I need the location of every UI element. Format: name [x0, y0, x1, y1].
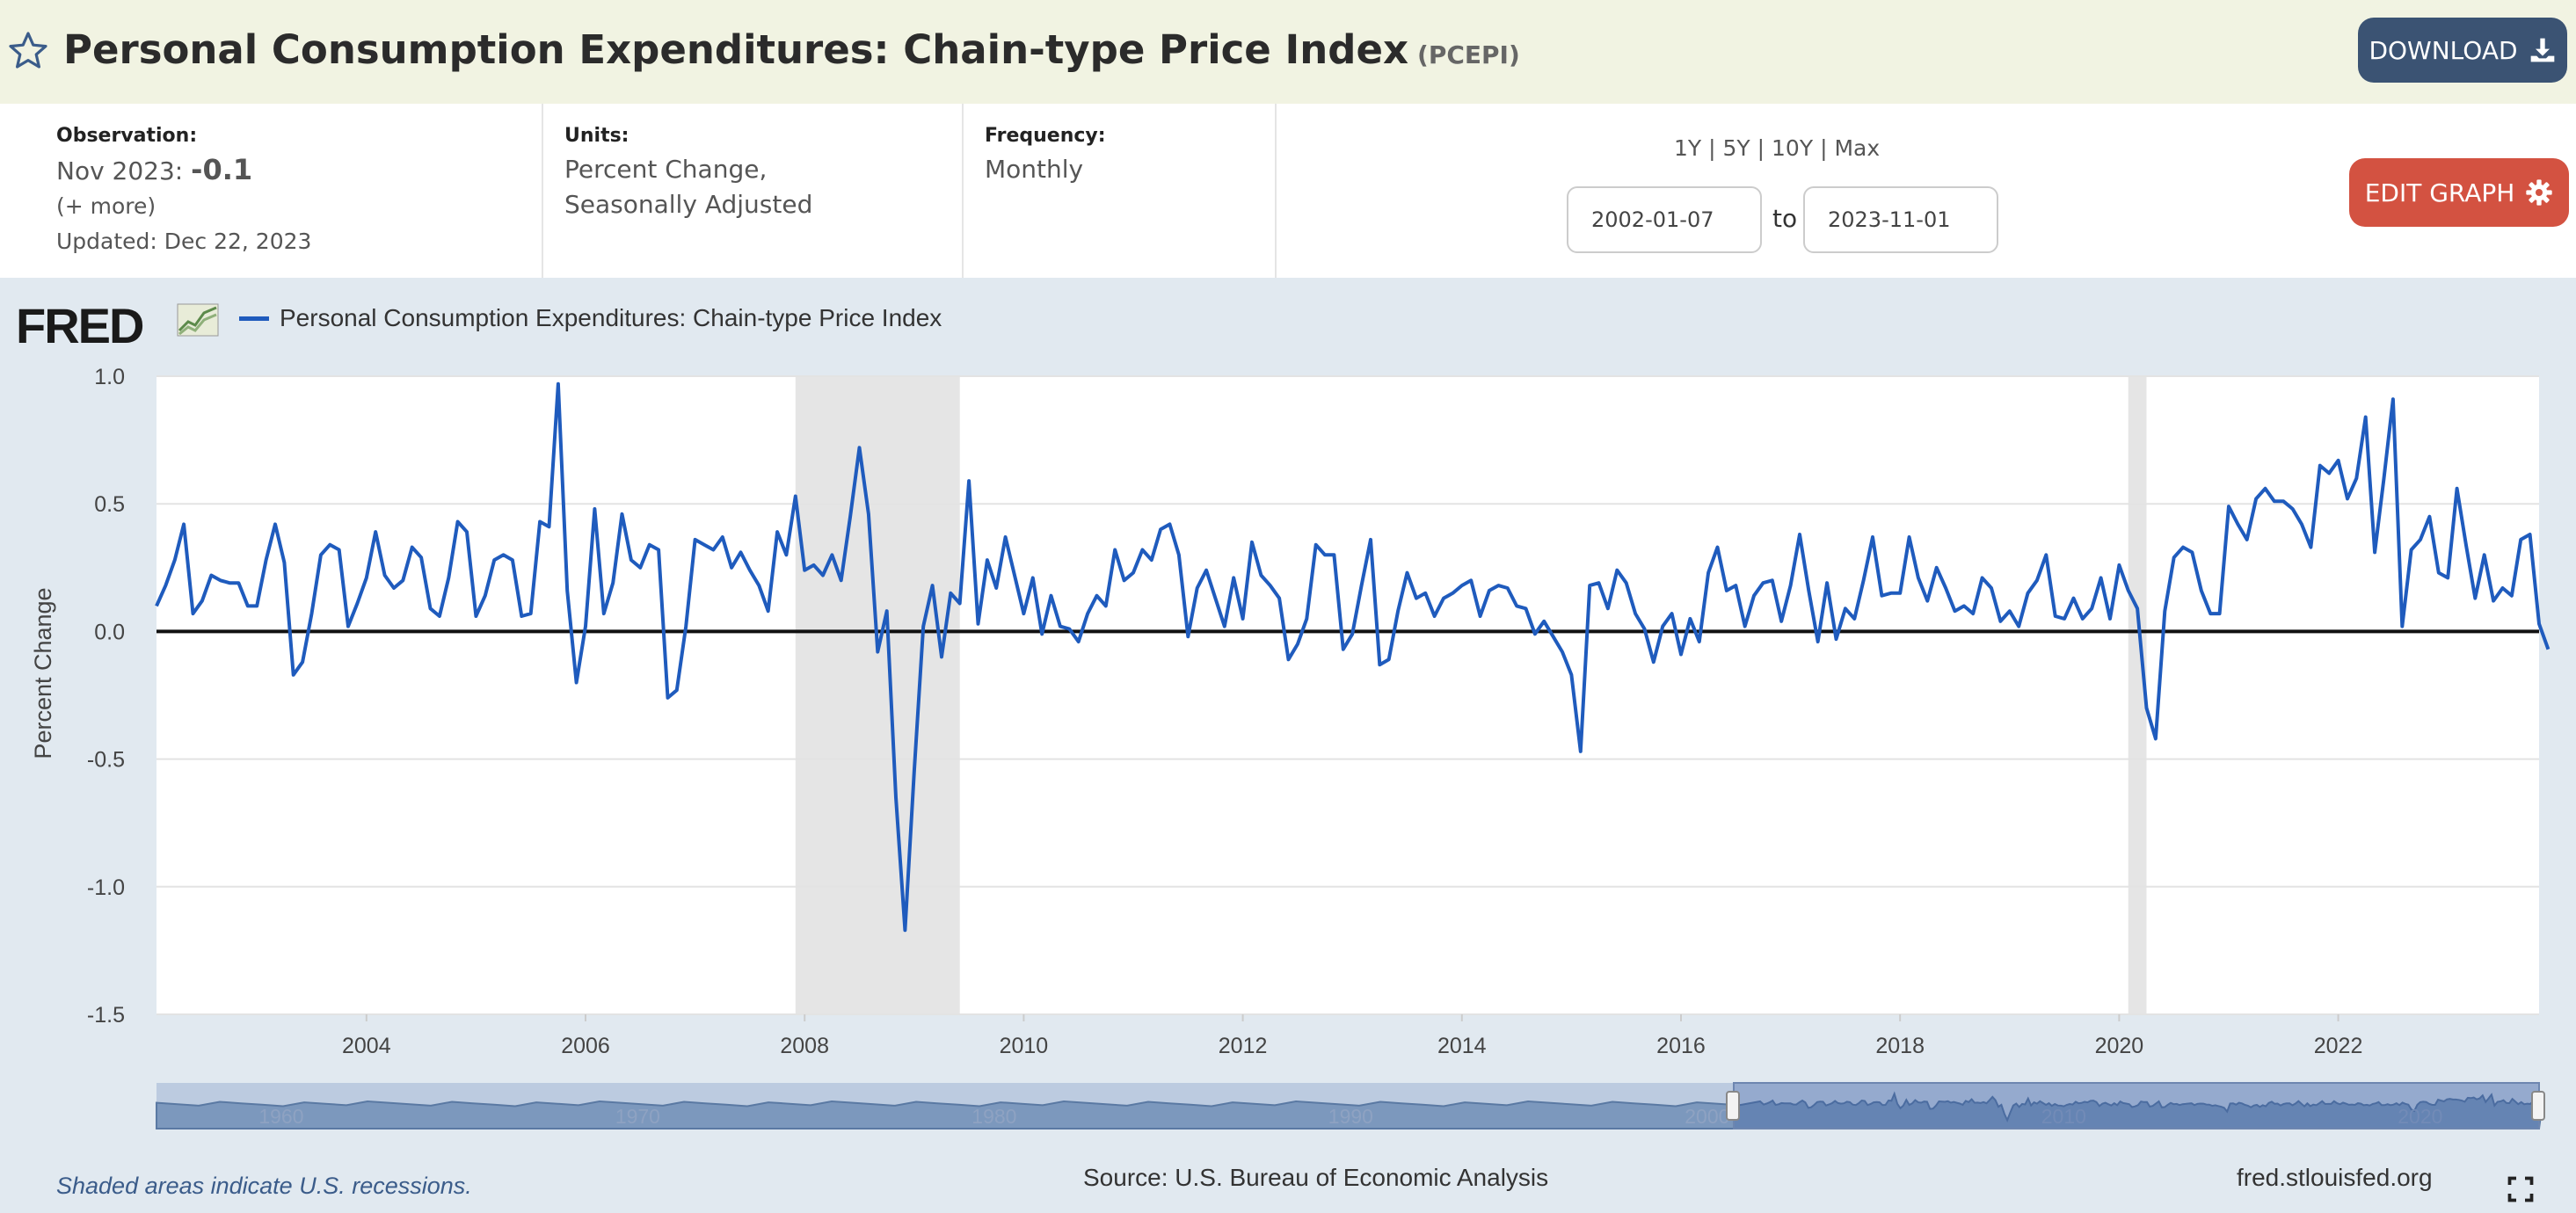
range-max[interactable]: Max [1834, 135, 1881, 161]
observation-date: Nov 2023: [56, 156, 184, 185]
navigator-tick-label: 2000 [1685, 1105, 1729, 1128]
frequency-label: Frequency: [985, 125, 1106, 147]
frequency-value: Monthly [985, 155, 1084, 184]
line-chart: 1.0 0.5 0.0 -0.5 -1.0 -1.5 2004 2006 2008 2010 20… [30, 365, 2551, 1055]
range-separator: | [1750, 135, 1772, 161]
x-tick-label: 2018 [1875, 1034, 1925, 1055]
x-tick-label: 2016 [1656, 1034, 1706, 1055]
legend-label: Personal Consumption Expenditures: Chain… [280, 304, 942, 331]
navigator-tick-label: 1960 [258, 1105, 303, 1128]
edit-graph-button[interactable]: EDIT GRAPH [2349, 158, 2569, 227]
navigator-left-handle[interactable] [1726, 1091, 1740, 1121]
download-label: DOWNLOAD [2369, 35, 2518, 65]
x-tick-label: 2020 [2095, 1034, 2144, 1055]
recession-note: Shaded areas indicate U.S. recessions. [56, 1173, 472, 1199]
site-url[interactable]: fred.stlouisfed.org [2237, 1164, 2433, 1191]
y-tick-label: -1.0 [87, 875, 125, 900]
x-tick-label: 2022 [2314, 1034, 2363, 1055]
units-line-2: Seasonally Adjusted [564, 190, 813, 219]
end-date-input[interactable]: 2023-11-01 [1803, 186, 1998, 253]
series-line [155, 381, 2551, 933]
range-separator: | [1701, 135, 1723, 161]
range-5y[interactable]: 5Y [1722, 135, 1750, 161]
navigator-tick-label: 1970 [615, 1105, 660, 1128]
y-tick-label: 0.5 [94, 492, 125, 517]
range-separator: | [1813, 135, 1835, 161]
y-axis-label: Percent Change [30, 587, 56, 759]
x-tick-label: 2008 [780, 1034, 829, 1055]
navigator-right-handle[interactable] [2531, 1091, 2545, 1121]
y-tick-label: 1.0 [94, 365, 125, 389]
navigator-tick-label: 2010 [2041, 1105, 2086, 1128]
range-1y[interactable]: 1Y [1674, 135, 1702, 161]
x-tick-label: 2014 [1437, 1034, 1487, 1055]
page-title: Personal Consumption Expenditures: Chain… [63, 26, 1520, 73]
x-tick-label: 2006 [561, 1034, 610, 1055]
legend-line-swatch [239, 316, 269, 321]
edit-graph-label: EDIT GRAPH [2364, 178, 2515, 207]
plot-area [156, 376, 2539, 1014]
units-line-1: Percent Change, [564, 155, 768, 184]
units-label: Units: [564, 125, 629, 147]
range-links: 1Y | 5Y | 10Y | Max [1674, 135, 1880, 161]
y-tick-label: 0.0 [94, 620, 125, 644]
gear-icon [2526, 179, 2552, 206]
updated-date: Updated: Dec 22, 2023 [56, 229, 312, 254]
navigator-tick-label: 1980 [971, 1105, 1016, 1128]
source-text: Source: U.S. Bureau of Economic Analysis [1083, 1164, 1549, 1191]
x-tick-label: 2012 [1219, 1034, 1268, 1055]
units-panel: Units: Percent Change, Seasonally Adjust… [543, 104, 964, 278]
title-bar: Personal Consumption Expenditures: Chain… [0, 0, 2576, 104]
y-tick-label: -1.5 [87, 1003, 125, 1028]
fullscreen-icon[interactable] [2507, 1176, 2534, 1202]
navigator-selection[interactable] [1733, 1082, 2540, 1129]
frequency-panel: Frequency: Monthly [964, 104, 1277, 278]
series-title: Personal Consumption Expenditures: Chain… [63, 26, 1409, 73]
to-label: to [1772, 204, 1798, 233]
series-id: (PCEPI) [1417, 40, 1520, 69]
x-tick-label: 2010 [1000, 1034, 1049, 1055]
more-link[interactable]: (+ more) [56, 193, 156, 219]
download-icon [2530, 38, 2554, 62]
recession-band [795, 376, 960, 1014]
observation-panel: Observation: Nov 2023: -0.1 (+ more) Upd… [0, 104, 543, 278]
recession-band [2128, 376, 2147, 1014]
observation-label: Observation: [56, 125, 198, 147]
chart-logo-icon [177, 303, 219, 337]
range-10y[interactable]: 10Y [1772, 135, 1814, 161]
navigator-tick-label: 1990 [1328, 1105, 1373, 1128]
download-button[interactable]: DOWNLOAD [2358, 18, 2567, 83]
observation-line: Nov 2023: -0.1 [56, 152, 542, 189]
start-date-input[interactable]: 2002-01-07 [1567, 186, 1762, 253]
navigator-tick-label: 2020 [2398, 1105, 2442, 1128]
star-icon[interactable] [7, 30, 49, 72]
y-tick-label: -0.5 [87, 748, 125, 773]
info-row: Observation: Nov 2023: -0.1 (+ more) Upd… [0, 104, 2576, 278]
navigator-series-area [156, 1091, 2543, 1129]
range-navigator[interactable]: 1960 1970 1980 1990 2000 2010 2020 [0, 1078, 2576, 1130]
fred-logo[interactable]: FRED [16, 298, 144, 353]
x-tick-label: 2004 [342, 1034, 391, 1055]
observation-value: -0.1 [191, 153, 253, 186]
